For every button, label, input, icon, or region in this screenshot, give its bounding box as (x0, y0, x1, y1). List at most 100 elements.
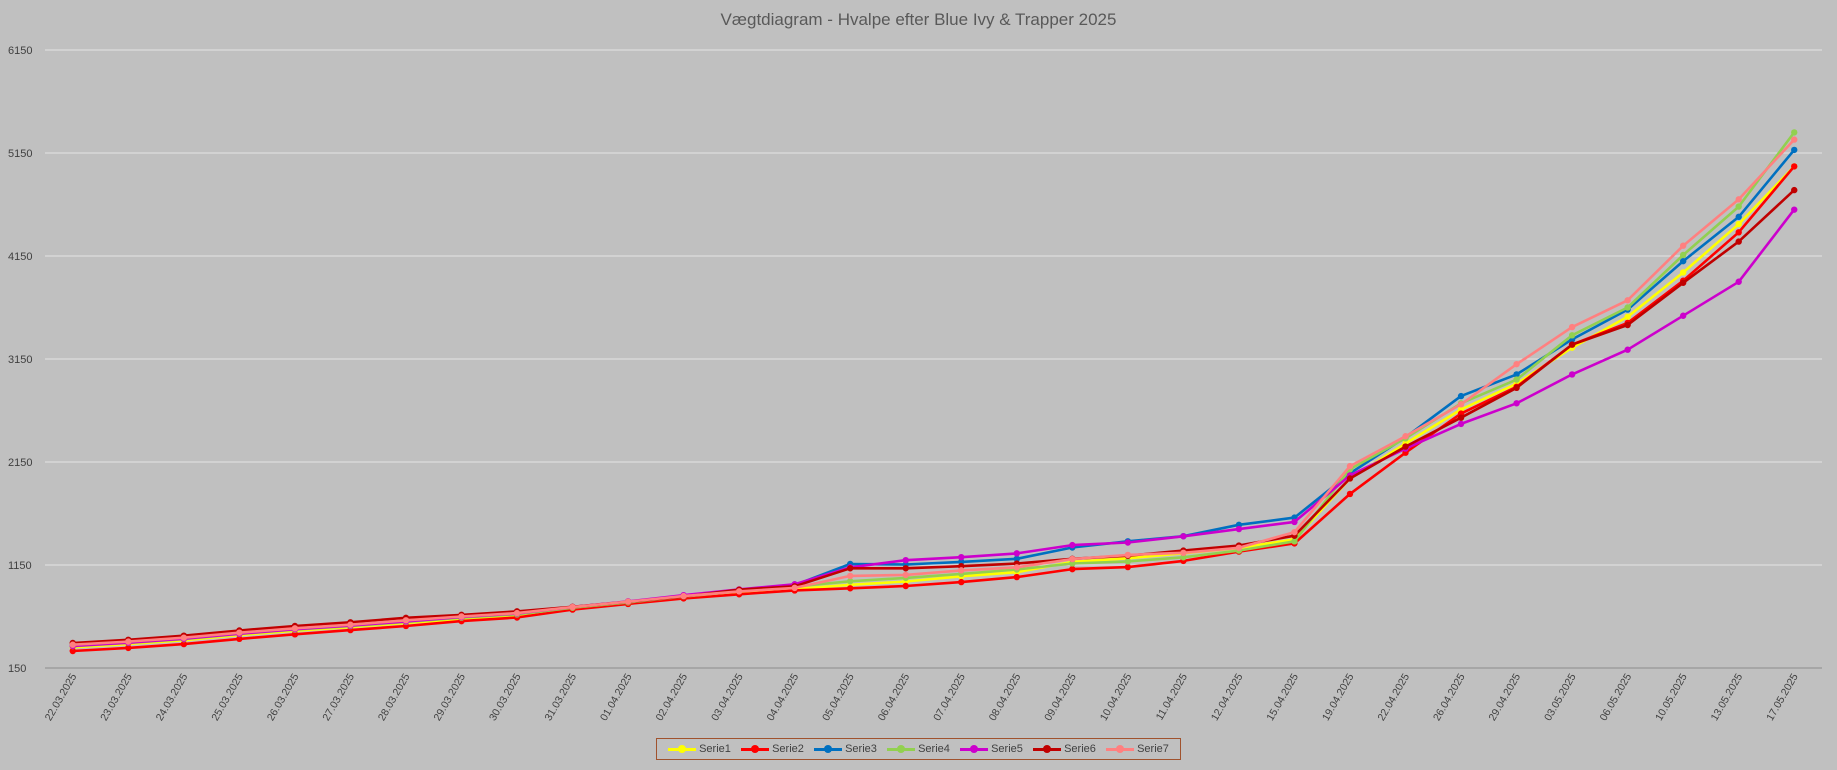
data-point (1069, 560, 1076, 567)
data-point (1679, 257, 1687, 265)
data-point (458, 613, 465, 620)
legend-item: Serie7 (1106, 743, 1169, 755)
data-point (69, 647, 76, 655)
legend-swatch (960, 745, 989, 753)
x-tick-label: 29.03.2025 (431, 671, 468, 723)
data-point (291, 631, 299, 638)
y-tick-label: 6150 (8, 45, 32, 57)
x-tick-label: 24.03.2025 (154, 671, 191, 723)
data-point (1791, 163, 1798, 170)
data-point (1624, 297, 1631, 304)
x-tick-label: 10.05.2025 (1653, 671, 1690, 723)
data-point (1679, 269, 1687, 276)
x-tick-label: 03.04.2025 (709, 671, 746, 723)
legend-item: Serie1 (668, 743, 731, 755)
data-point (1624, 304, 1631, 311)
data-point (402, 617, 410, 624)
legend-label: Serie6 (1064, 743, 1096, 755)
legend-label: Serie7 (1137, 743, 1169, 755)
data-point (1791, 146, 1798, 154)
data-point (1735, 238, 1742, 245)
legend-label: Serie1 (699, 743, 731, 755)
data-point (1124, 551, 1132, 559)
data-point (847, 565, 854, 572)
x-tick-label: 06.05.2025 (1598, 671, 1635, 723)
chart-title: Vægtdiagram - Hvalpe efter Blue Ivy & Tr… (720, 10, 1117, 29)
series-serie4 (69, 129, 1798, 650)
data-point (1513, 360, 1520, 368)
legend-item: Serie3 (814, 743, 877, 755)
data-point (1735, 213, 1742, 221)
data-point (569, 603, 576, 611)
data-point (347, 621, 354, 628)
data-point (1679, 312, 1687, 319)
data-point (1457, 414, 1465, 421)
data-point (1346, 490, 1354, 498)
data-point (791, 584, 798, 592)
legend-marker (1043, 745, 1052, 753)
legend-label: Serie2 (772, 743, 804, 755)
data-point (1624, 346, 1631, 353)
x-tick-label: 28.03.2025 (376, 671, 413, 723)
x-tick-label: 19.04.2025 (1320, 671, 1357, 723)
data-point (1791, 186, 1798, 194)
data-point (1291, 518, 1298, 526)
legend-swatch (887, 745, 916, 753)
x-tick-label: 26.03.2025 (265, 671, 302, 723)
data-point (1568, 332, 1576, 339)
data-point (236, 629, 243, 636)
data-point (1735, 220, 1742, 228)
x-tick-label: 22.04.2025 (1375, 671, 1412, 723)
data-point (1346, 462, 1354, 470)
legend-item: Serie2 (741, 743, 804, 755)
data-point (291, 625, 299, 632)
x-tick-label: 27.03.2025 (320, 671, 357, 723)
data-point (1679, 279, 1687, 286)
legend-label: Serie4 (918, 743, 950, 755)
data-point (624, 598, 632, 605)
data-point (1735, 196, 1742, 203)
x-tick-label: 13.05.2025 (1709, 671, 1746, 723)
data-point (1457, 401, 1465, 408)
legend-label: Serie5 (991, 743, 1023, 755)
data-point (1402, 443, 1409, 450)
x-tick-label: 07.04.2025 (931, 671, 968, 723)
data-point (125, 638, 132, 645)
legend-marker (751, 745, 760, 753)
data-point (1513, 376, 1520, 383)
data-point (847, 585, 854, 592)
legend-marker (824, 745, 833, 753)
data-point (1180, 549, 1187, 557)
data-point (735, 588, 743, 595)
y-tick-label: 1150 (8, 560, 32, 572)
data-point (1791, 206, 1798, 213)
legend-swatch (814, 745, 843, 753)
legend-swatch (1106, 745, 1135, 753)
data-point (1457, 392, 1465, 400)
data-point (1013, 564, 1020, 571)
x-tick-label: 22.03.2025 (43, 671, 80, 723)
x-tick-label: 04.04.2025 (765, 671, 802, 723)
y-tick-label: 150 (8, 663, 26, 675)
data-point (847, 578, 854, 585)
data-point (125, 644, 132, 652)
legend-swatch (1033, 745, 1062, 753)
x-tick-label: 10.04.2025 (1098, 671, 1135, 723)
data-point (236, 635, 243, 643)
series-line (71, 188, 1796, 645)
data-point (847, 572, 854, 580)
series-serie1 (69, 163, 1798, 651)
data-point (1735, 203, 1742, 210)
series-line (71, 208, 1796, 648)
legend-swatch (741, 745, 770, 753)
data-point (1346, 475, 1354, 482)
data-point (1513, 400, 1520, 407)
data-point (1069, 565, 1076, 573)
data-point (1235, 544, 1243, 551)
x-tick-label: 09.04.2025 (1042, 671, 1079, 723)
x-tick-label: 01.04.2025 (598, 671, 635, 723)
data-point (1180, 533, 1187, 540)
data-point (1624, 313, 1631, 320)
x-tick-label: 17.05.2025 (1764, 671, 1801, 723)
x-tick-label: 31.03.2025 (542, 671, 579, 723)
